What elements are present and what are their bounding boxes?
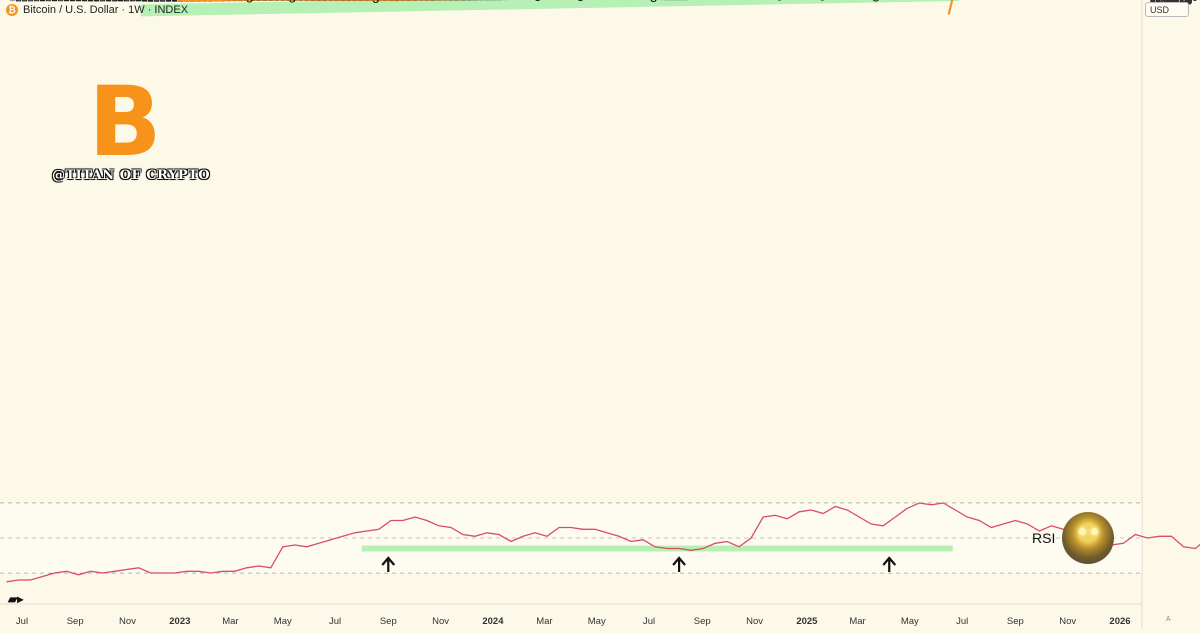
candle <box>16 0 20 1</box>
time-tick-label: Nov <box>746 616 763 627</box>
annotation-label: Higher low <box>637 0 704 2</box>
time-tick-label: May <box>274 616 292 627</box>
candle-body <box>40 0 44 1</box>
symbol-header[interactable]: ₿ Bitcoin / U.S. Dollar · 1W · INDEX <box>6 2 188 18</box>
candle <box>22 0 26 1</box>
time-tick-label: Mar <box>849 616 865 627</box>
candle-body <box>88 0 92 1</box>
time-tick-label: Sep <box>67 616 84 627</box>
candle-body <box>22 0 26 1</box>
time-tick-label: Sep <box>380 616 397 627</box>
time-tick-label: Jul <box>956 616 968 627</box>
time-tick-label: Nov <box>432 616 449 627</box>
auto-scale-button[interactable]: A <box>1166 616 1171 623</box>
annotation-label: Higher low <box>359 0 426 3</box>
candle-body <box>94 0 98 1</box>
candle <box>46 0 50 1</box>
time-tick-label: Sep <box>1007 616 1024 627</box>
candle-body <box>76 0 80 1</box>
bitcoin-icon: ₿ <box>6 4 18 16</box>
candle <box>76 0 80 1</box>
candle-body <box>64 0 68 1</box>
time-tick-label: 2024 <box>482 616 504 627</box>
candle <box>64 0 68 1</box>
watermark-text: @TITAN OF CRYPTO <box>52 168 210 183</box>
candle-body <box>28 0 32 1</box>
candle-body <box>58 0 62 1</box>
time-tick-label: Jul <box>329 616 341 627</box>
bitcoin-logo-icon: B <box>88 72 162 172</box>
candle-body <box>16 0 20 1</box>
time-tick-label: Nov <box>119 616 136 627</box>
time-tick-label: 2023 <box>169 616 190 627</box>
candle <box>52 0 56 1</box>
time-tick-label: Jul <box>643 616 655 627</box>
annotation-label: Higher low <box>859 0 926 1</box>
swing-arrow-head <box>935 0 953 14</box>
candle-body <box>70 0 74 1</box>
time-tick-label: Mar <box>222 616 238 627</box>
candle-body <box>46 0 50 1</box>
rsi-layer: RSI <box>0 503 1200 582</box>
candle <box>28 0 32 1</box>
candle-body <box>52 0 56 1</box>
time-tick-label: May <box>588 616 606 627</box>
annotation-label: Higher high <box>521 0 593 1</box>
author-avatar <box>1062 512 1114 564</box>
avatar-eye-left <box>1079 528 1086 535</box>
time-tick-label: Nov <box>1059 616 1076 627</box>
tradingview-logo-icon[interactable]: ▰▸ <box>8 592 23 606</box>
candle <box>40 0 44 1</box>
candle <box>94 0 98 1</box>
rsi-label: RSI <box>1032 530 1055 546</box>
time-tick-label: Jul <box>16 616 28 627</box>
time-tick-label: 2026 <box>1109 616 1130 627</box>
currency-selector[interactable]: USD <box>1145 2 1189 17</box>
annotation-label: Higher high <box>763 0 835 1</box>
candle <box>88 0 92 1</box>
candle <box>70 0 74 1</box>
candle <box>58 0 62 1</box>
candle <box>82 0 86 1</box>
candle-body <box>106 0 110 1</box>
symbol-title: Bitcoin / U.S. Dollar · 1W · INDEX <box>23 4 188 16</box>
candle <box>100 0 104 1</box>
time-tick-label: 2025 <box>796 616 818 627</box>
time-tick-label: Mar <box>536 616 552 627</box>
time-tick-label: May <box>901 616 919 627</box>
time-tick-label: Sep <box>694 616 711 627</box>
rsi-range-fill <box>0 503 1142 573</box>
candle-body <box>34 0 38 1</box>
candle-body <box>82 0 86 1</box>
avatar-eye-right <box>1091 528 1098 535</box>
candle <box>34 0 38 1</box>
candle-body <box>100 0 104 1</box>
annotation-label: Higher high <box>232 0 304 2</box>
candle <box>106 0 110 1</box>
